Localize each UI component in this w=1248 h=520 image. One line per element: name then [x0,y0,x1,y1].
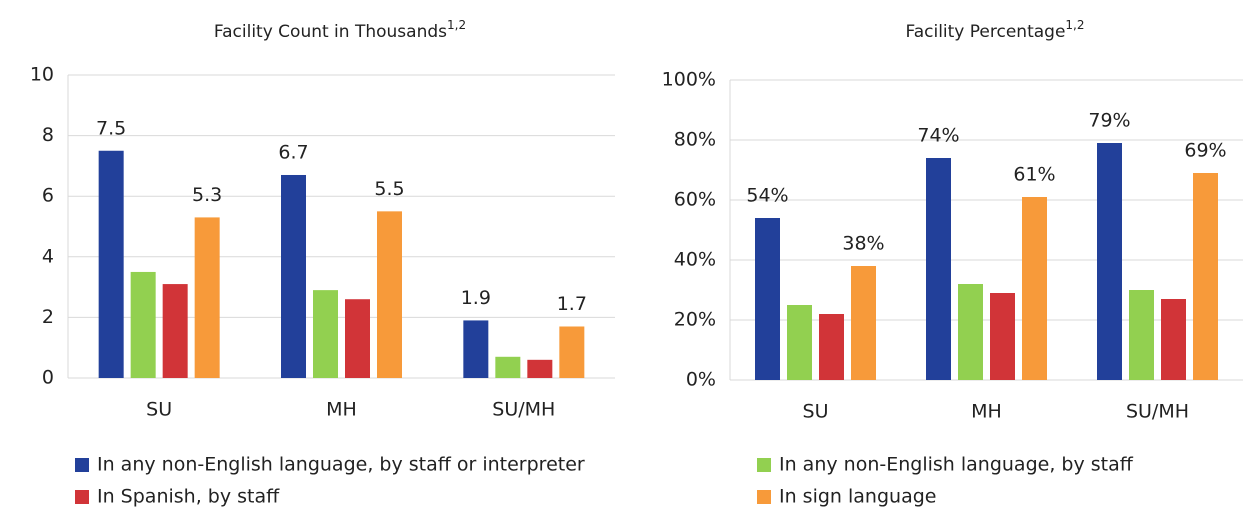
chart-title: Facility Count in Thousands1,2 [214,18,466,43]
legend-label: In Spanish, by staff [97,486,280,508]
data-label: 61% [1013,164,1055,186]
bar [958,284,983,380]
data-label: 6.7 [278,141,308,163]
y-tick-label: 8 [42,124,54,146]
data-label: 69% [1184,140,1226,162]
bar [495,356,521,378]
bar [990,293,1015,380]
bar [755,218,780,380]
legend-label: In any non-English language, by staff or… [97,454,585,476]
y-tick-label: 10 [30,64,54,86]
bar [463,320,489,378]
title-text: Facility Count in Thousands [214,22,447,42]
y-tick-label: 40% [674,249,716,271]
legend-swatch [757,490,771,504]
y-tick-label: 0% [686,369,716,391]
bar [926,158,951,380]
y-tick-label: 2 [42,306,54,328]
data-label: 7.5 [96,117,126,139]
y-tick-label: 4 [42,245,54,267]
bar [130,271,156,378]
bar [527,359,553,378]
bar [1161,299,1186,380]
bar [1097,143,1122,380]
bar [1022,197,1047,380]
bar [787,305,812,380]
x-tick-label: MH [971,401,1002,423]
title-text: Facility Percentage [905,22,1065,42]
data-label: 38% [842,233,884,255]
x-tick-label: SU/MH [1126,401,1189,423]
x-tick-label: MH [326,399,357,421]
y-tick-label: 60% [674,189,716,211]
bar [194,217,220,378]
data-label: 54% [746,185,788,207]
title-note: 1,2 [1065,18,1084,32]
bar [281,174,306,378]
bar [313,290,338,378]
legend-swatch [75,458,89,472]
y-tick-label: 20% [674,309,716,331]
bar [1129,290,1154,380]
data-label: 1.9 [461,287,491,309]
bar [1193,173,1218,380]
y-tick-label: 6 [42,185,54,207]
bar [377,211,402,378]
x-tick-label: SU [146,399,172,421]
bar [162,284,188,378]
data-label: 79% [1088,110,1130,132]
bar [98,150,124,378]
x-tick-label: SU/MH [492,399,555,421]
data-label: 74% [917,125,959,147]
legend-label: In any non-English language, by staff [779,454,1134,476]
legend-label: In sign language [779,486,936,508]
legend-swatch [75,490,89,504]
y-tick-label: 80% [674,129,716,151]
x-tick-label: SU [803,401,829,423]
y-tick-label: 100% [662,69,716,91]
bar [345,299,370,378]
title-note: 1,2 [447,18,466,32]
data-label: 5.5 [374,178,404,200]
bar [559,326,585,378]
data-label: 1.7 [557,293,587,315]
legend-swatch [757,458,771,472]
bar [819,314,844,380]
bar [851,266,876,380]
y-tick-label: 0 [42,367,54,389]
data-label: 5.3 [192,184,222,206]
chart-title: Facility Percentage1,2 [905,18,1084,43]
